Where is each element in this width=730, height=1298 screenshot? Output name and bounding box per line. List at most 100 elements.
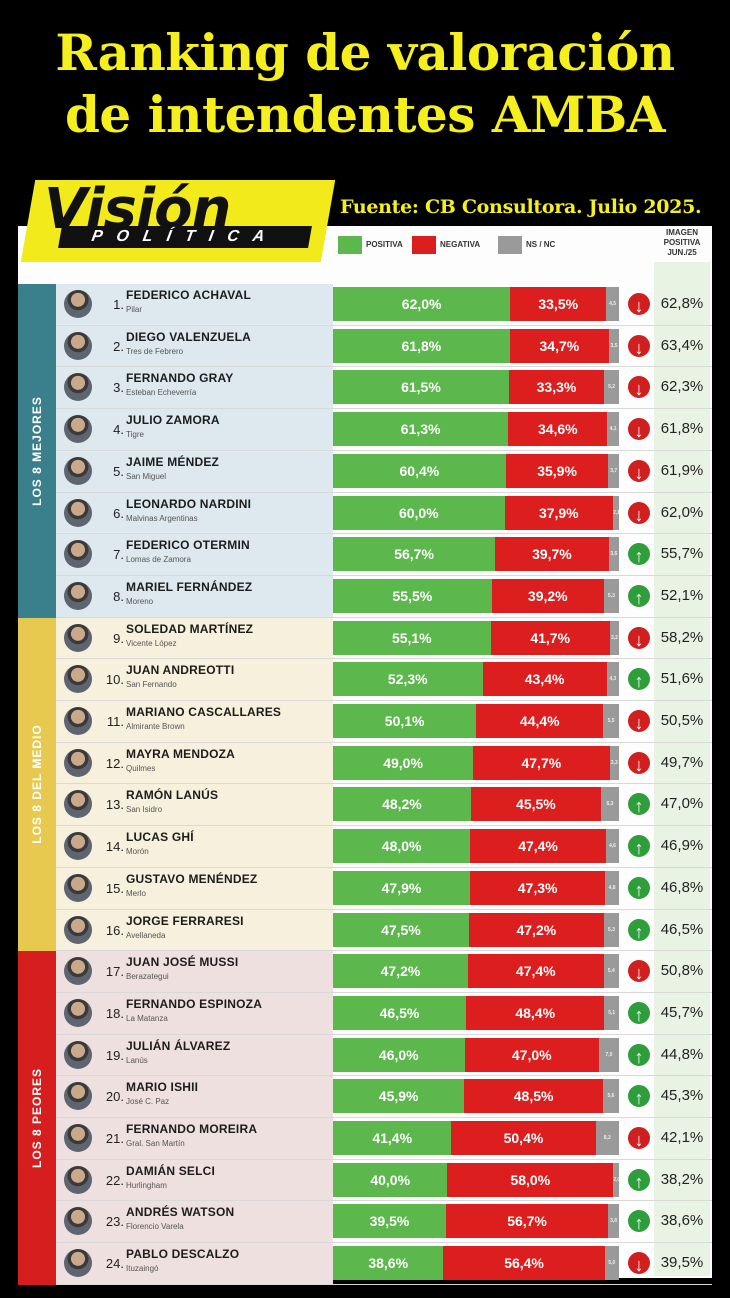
image-june-value: 50,5% bbox=[660, 712, 704, 729]
bar-negative: 34,7% bbox=[509, 328, 609, 363]
bar-negative: 33,5% bbox=[510, 287, 607, 321]
arrow-up-icon: ↑ bbox=[626, 874, 652, 901]
bar-positive: 52,3% bbox=[333, 662, 483, 697]
bar-ns-nc: 7,0 bbox=[598, 1037, 619, 1072]
row-separator bbox=[56, 366, 712, 368]
image-june-value: 46,5% bbox=[660, 920, 704, 938]
logo-subtitle: POLÍTICA bbox=[58, 226, 312, 248]
avatar bbox=[64, 581, 92, 610]
bar-positive: 62,0% bbox=[333, 287, 511, 321]
bar-ns-nc: 5,3 bbox=[603, 912, 619, 947]
rank-number: 13. bbox=[105, 797, 124, 813]
avatar bbox=[64, 998, 92, 1027]
bar-negative: 39,2% bbox=[491, 578, 604, 613]
rank-number: 19. bbox=[105, 1047, 124, 1063]
image-column-header: IMAGEN POSITIVA JUN./25 bbox=[663, 228, 701, 257]
arrow-down-icon: ↓ bbox=[626, 457, 652, 484]
image-june-value: 62,8% bbox=[660, 295, 704, 312]
mayor-name: DIEGO VALENZUELA bbox=[126, 329, 251, 344]
arrow-down-icon: ↓ bbox=[626, 499, 652, 526]
municipality: Florencio Varela bbox=[126, 1222, 184, 1232]
group-background bbox=[56, 284, 333, 618]
mayor-name: MARIEL FERNÁNDEZ bbox=[126, 579, 253, 594]
arrow-down-icon: ↓ bbox=[626, 1125, 652, 1151]
municipality: Malvinas Argentinas bbox=[126, 513, 198, 523]
arrow-down-icon: ↓ bbox=[626, 749, 652, 776]
page-title: Ranking de valoración de intendentes AMB… bbox=[0, 22, 730, 146]
bar-ns-nc: 6,3 bbox=[600, 787, 619, 822]
arrow-up-icon: ↑ bbox=[626, 833, 652, 860]
row-separator bbox=[56, 741, 712, 743]
row-separator bbox=[56, 950, 712, 952]
bar-negative: 56,4% bbox=[443, 1246, 605, 1281]
image-june-value: 52,1% bbox=[660, 586, 704, 604]
rank-number: 20. bbox=[105, 1089, 124, 1105]
bar-negative: 47,4% bbox=[470, 829, 606, 864]
avatar bbox=[64, 1082, 92, 1111]
legend-negative: NEGATIVA bbox=[412, 236, 480, 258]
municipality: Hurlingham bbox=[126, 1180, 167, 1190]
avatar bbox=[64, 1207, 92, 1236]
legend-label-nsnc: NS / NC bbox=[526, 240, 556, 250]
mayor-name: RAMÓN LANÚS bbox=[126, 788, 219, 803]
municipality: San Miguel bbox=[126, 471, 167, 481]
municipality: José C. Paz bbox=[126, 1097, 170, 1107]
municipality: Ituzaingó bbox=[126, 1264, 159, 1274]
avatar bbox=[64, 331, 92, 360]
avatar bbox=[64, 1165, 92, 1194]
arrow-up-icon: ↑ bbox=[626, 999, 652, 1026]
row-separator bbox=[56, 408, 712, 410]
municipality: Pilar bbox=[126, 305, 143, 314]
row-separator bbox=[56, 574, 712, 576]
image-june-value: 42,1% bbox=[660, 1129, 704, 1146]
rank-number: 11. bbox=[106, 714, 124, 729]
bar-positive: 38,6% bbox=[333, 1246, 444, 1281]
image-june-value: 45,3% bbox=[660, 1087, 704, 1105]
arrow-down-icon: ↓ bbox=[626, 624, 652, 651]
rank-number: 3. bbox=[113, 380, 124, 396]
bar-negative: 47,0% bbox=[464, 1037, 599, 1072]
bar-positive: 55,5% bbox=[333, 578, 492, 613]
bar-ns-nc: 5,5 bbox=[603, 704, 619, 738]
image-june-value: 62,3% bbox=[660, 378, 704, 396]
bar-negative: 39,7% bbox=[495, 537, 609, 572]
bar-ns-nc: 4,5 bbox=[606, 287, 619, 321]
bar-negative: 47,2% bbox=[468, 912, 604, 947]
bar-positive: 49,0% bbox=[333, 745, 474, 780]
image-june-value: 61,9% bbox=[660, 461, 704, 479]
row-separator bbox=[56, 616, 712, 618]
bar-positive: 47,2% bbox=[333, 954, 468, 989]
row-separator bbox=[56, 1033, 712, 1035]
row-separator bbox=[56, 1158, 712, 1160]
municipality: Tres de Febrero bbox=[126, 346, 184, 356]
mayor-name: MAYRA MENDOZA bbox=[126, 746, 236, 761]
bar-positive: 41,4% bbox=[333, 1121, 452, 1155]
bar-ns-nc: 5,1 bbox=[604, 995, 619, 1030]
group-label: LOS 8 DEL MEDIO bbox=[30, 724, 44, 845]
mayor-name: MARIANO CASCALLARES bbox=[126, 705, 282, 719]
bar-ns-nc: 4,3 bbox=[606, 662, 619, 697]
mayor-name: JULIÁN ÁLVAREZ bbox=[126, 1038, 231, 1053]
row-separator bbox=[56, 1117, 712, 1118]
bar-positive: 46,0% bbox=[333, 1037, 465, 1072]
arrow-up-icon: ↑ bbox=[626, 1166, 652, 1193]
rank-number: 5. bbox=[113, 463, 124, 479]
group-background bbox=[56, 617, 333, 952]
legend-swatch-positive bbox=[338, 236, 362, 254]
rank-number: 15. bbox=[105, 880, 124, 896]
municipality: Tigre bbox=[126, 430, 144, 440]
bar-ns-nc: 3,6 bbox=[608, 537, 619, 572]
avatar bbox=[64, 498, 92, 527]
avatar bbox=[64, 1040, 92, 1069]
arrow-down-icon: ↓ bbox=[626, 708, 652, 734]
bar-negative: 43,4% bbox=[482, 662, 607, 697]
bar-negative: 34,6% bbox=[508, 412, 608, 447]
mayor-name: SOLEDAD MARTÍNEZ bbox=[126, 621, 254, 636]
mayor-name: FEDERICO ACHAVAL bbox=[126, 288, 251, 302]
bar-ns-nc: 8,2 bbox=[595, 1121, 619, 1155]
legend-label-negative: NEGATIVA bbox=[440, 240, 481, 250]
rank-number: 4. bbox=[113, 422, 124, 438]
image-june-value: 38,6% bbox=[660, 1212, 704, 1230]
row-separator bbox=[56, 825, 712, 827]
bar-ns-nc: 2,1 bbox=[612, 495, 619, 530]
